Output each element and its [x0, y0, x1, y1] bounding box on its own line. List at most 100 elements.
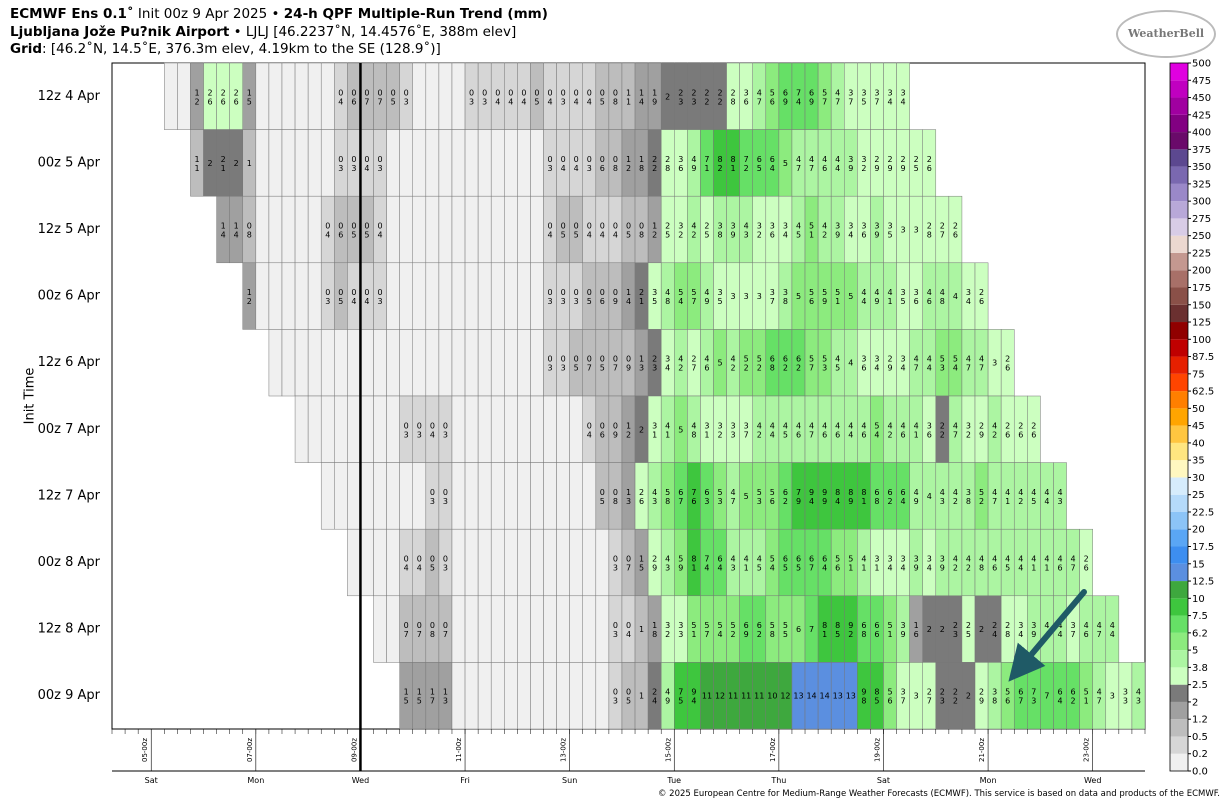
colorbar-label: 200: [1192, 266, 1211, 277]
cell-label: 3: [914, 226, 919, 235]
colorbar-bin: [1170, 183, 1188, 202]
cell: [347, 395, 361, 463]
cell: [399, 262, 413, 330]
x-day-label: Sat: [877, 776, 890, 785]
cell: [464, 462, 479, 530]
cell: [477, 195, 492, 264]
cell-label: 1: [247, 159, 252, 168]
cell: [451, 262, 466, 330]
cell-label: 4: [848, 359, 853, 368]
cell: [464, 662, 479, 730]
cell-label: 2: [966, 692, 971, 701]
cell: [517, 462, 531, 530]
x-tick-label: 21-00z: [978, 738, 986, 762]
colorbar-bin: [1170, 322, 1188, 340]
cell: [360, 395, 374, 463]
cell: [386, 462, 400, 530]
cell-label: 2: [639, 425, 644, 434]
cell: [281, 62, 296, 130]
colorbar-bin: [1170, 201, 1188, 219]
cell-label: 3: [744, 292, 749, 301]
colorbar-bin: [1170, 97, 1188, 115]
cell: [412, 62, 427, 130]
y-tick-label: 00z 7 Apr: [38, 422, 101, 437]
colorbar-bin: [1170, 132, 1188, 150]
cell: [425, 129, 440, 197]
cell: [517, 528, 531, 597]
cell: [595, 595, 610, 663]
cell: [281, 262, 296, 330]
cell: [464, 129, 479, 197]
colorbar-label: 0.5: [1192, 732, 1208, 743]
cell-label: 1: [639, 692, 644, 701]
x-day-label: Mon: [247, 776, 264, 785]
cell-label: 3: [1110, 692, 1115, 701]
cell: [530, 129, 544, 197]
cell: [582, 595, 597, 663]
colorbar-label: 22.5: [1192, 507, 1214, 518]
cell: [451, 462, 466, 530]
colorbar-bin: [1170, 408, 1188, 426]
colorbar-label: 175: [1192, 283, 1211, 294]
cell: [399, 462, 413, 530]
cell: [412, 329, 427, 397]
cell-label: 11: [728, 692, 738, 701]
cell-label: 10: [767, 692, 777, 701]
colorbar-label: 475: [1192, 76, 1211, 87]
cell: [438, 62, 453, 130]
y-tick-label: 00z 6 Apr: [38, 289, 101, 304]
cell: [255, 262, 270, 330]
